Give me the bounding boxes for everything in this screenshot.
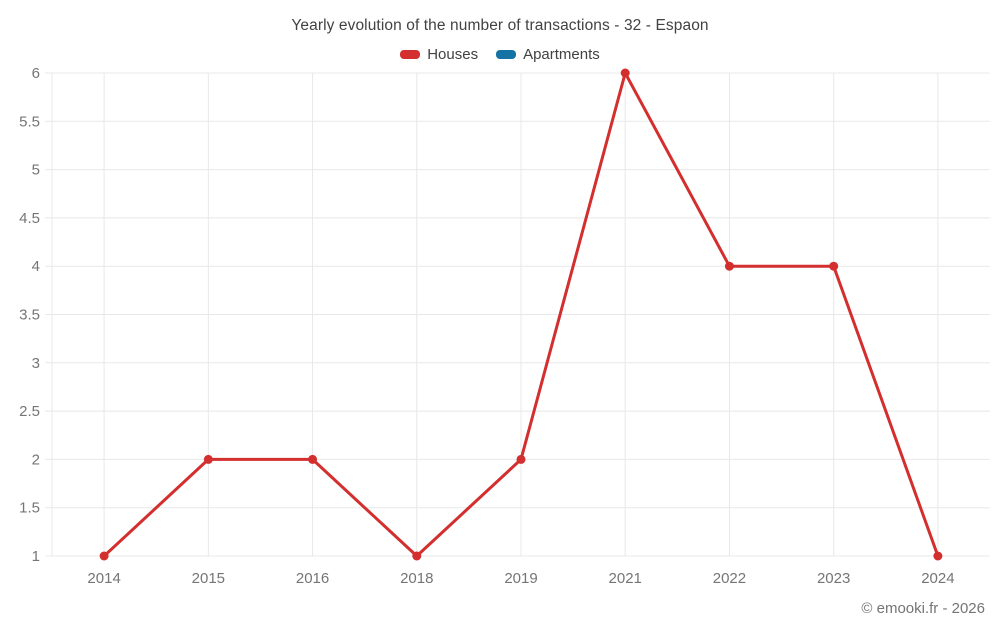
y-tick-label: 6 (32, 65, 40, 82)
x-tick-label: 2016 (296, 570, 329, 587)
x-tick-label: 2019 (504, 570, 537, 587)
x-tick-label: 2018 (400, 570, 433, 587)
y-tick-label: 2.5 (19, 403, 40, 420)
x-tick-label: 2015 (192, 570, 225, 587)
y-tick-label: 2 (32, 451, 40, 468)
x-tick-label: 2021 (609, 570, 642, 587)
copyright-credit: © emooki.fr - 2026 (861, 600, 985, 617)
legend-swatch (400, 50, 421, 59)
x-tick-label: 2014 (87, 570, 120, 587)
data-point-marker (620, 68, 630, 78)
chart-title: Yearly evolution of the number of transa… (291, 17, 709, 34)
data-point-marker (99, 551, 109, 561)
y-tick-label: 4.5 (19, 210, 40, 227)
legend-item-apartments[interactable]: Apartments (496, 46, 600, 63)
legend-swatch (496, 50, 517, 59)
x-tick-label: 2022 (713, 570, 746, 587)
data-point-marker (308, 454, 318, 464)
data-point-marker (829, 261, 839, 271)
legend-item-houses[interactable]: Houses (400, 46, 478, 63)
y-tick-label: 3 (32, 355, 40, 372)
data-point-marker (203, 454, 213, 464)
data-point-marker (516, 454, 526, 464)
legend: Houses Apartments (0, 46, 1000, 63)
y-tick-label: 1.5 (19, 500, 40, 517)
data-point-marker (933, 551, 943, 561)
data-point-marker (412, 551, 422, 561)
y-tick-label: 5.5 (19, 113, 40, 130)
y-tick-label: 4 (32, 258, 40, 275)
data-point-marker (724, 261, 734, 271)
y-tick-label: 1 (32, 548, 40, 565)
legend-label: Houses (427, 46, 479, 63)
x-tick-label: 2023 (817, 570, 850, 587)
y-tick-label: 5 (32, 162, 40, 179)
y-tick-label: 3.5 (19, 307, 40, 324)
x-tick-label: 2024 (921, 570, 954, 587)
legend-label: Apartments (523, 46, 600, 63)
